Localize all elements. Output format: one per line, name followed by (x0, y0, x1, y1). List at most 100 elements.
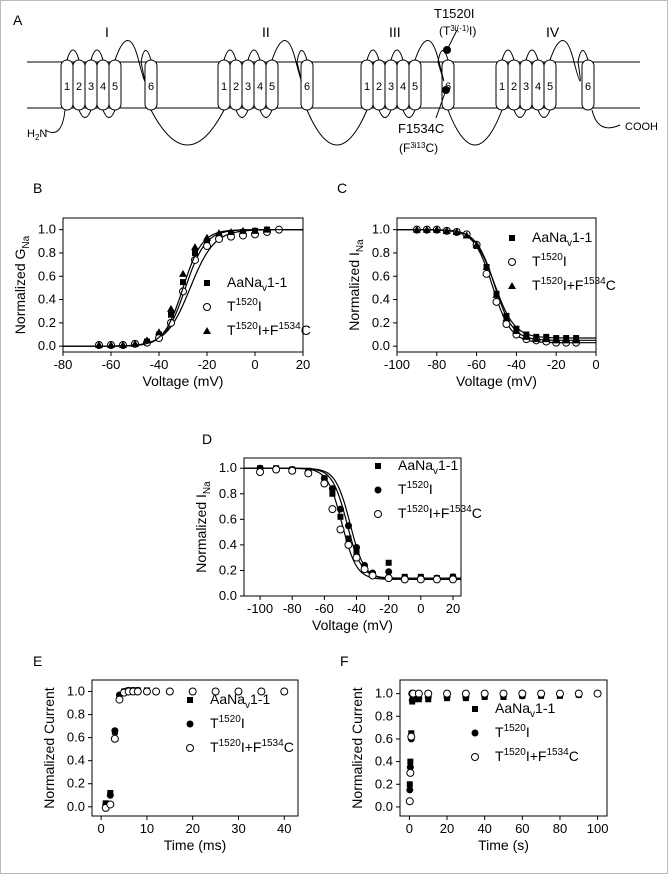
legend-label-1: T1520I (532, 252, 567, 269)
linker-loop (235, 109, 249, 118)
x-tick-label: 0 (417, 601, 424, 616)
x-tick-label: -40 (347, 601, 366, 616)
mutation-t1520i-pointer (446, 29, 458, 51)
plot-frame (399, 679, 608, 817)
data-point-s2 (502, 314, 511, 322)
y-tick-label: 0.6 (67, 730, 85, 745)
x-tick-label: 20 (296, 357, 310, 372)
panel-a-topology: A 123456123456123456123456 I II III IV H… (13, 6, 658, 155)
legend-marker-0 (509, 235, 515, 241)
y-tick-label: 0.8 (38, 245, 56, 260)
x-tick-label: -40 (507, 357, 526, 372)
data-point-s2 (211, 687, 220, 696)
legend-marker-1 (203, 303, 211, 311)
data-point-s2 (424, 689, 433, 698)
data-point-s2 (572, 336, 581, 344)
x-tick-label: 20 (446, 601, 460, 616)
data-point-s2 (188, 687, 197, 696)
data-point-s2 (107, 341, 115, 349)
data-point-s2 (251, 226, 259, 234)
x-axis-label: Time (ms) (164, 837, 226, 853)
pore-loop-d2 (271, 40, 308, 82)
y-tick-label: 0.4 (38, 292, 56, 307)
x-axis-label: Voltage (mV) (312, 617, 393, 633)
segment-label: 5 (412, 81, 418, 93)
y-tick-label: 0.4 (372, 292, 390, 307)
data-point-s1 (344, 522, 352, 530)
linker-loop (366, 49, 380, 61)
segment-label: 4 (400, 81, 406, 93)
x-tick-label: 30 (231, 821, 245, 836)
segment-label: 3 (245, 81, 251, 93)
data-point-s2 (574, 689, 583, 698)
segment-label: 3 (523, 81, 529, 93)
legend-marker-2 (374, 510, 382, 518)
legend-marker-1 (186, 720, 194, 728)
data-point-s2 (472, 240, 481, 248)
data-point-s2 (110, 734, 119, 743)
fit-curve-2 (63, 229, 303, 347)
mutation-t1520i-code: (T3i(-1)I) (439, 24, 476, 38)
chart-d: -100 -80 -60 -40 -20 0 20 0.0 0.2 0.4 0.6 0.8 1.0 Vol… (193, 457, 482, 633)
y-tick-label: 0.6 (219, 511, 237, 526)
legend-label-1: T1520I (210, 714, 245, 731)
data-point-s2 (522, 332, 531, 340)
x-tick-label: 60 (515, 821, 529, 836)
linker-loop (402, 109, 416, 118)
y-tick-label: 0.2 (372, 315, 390, 330)
x-tick-label: -80 (283, 601, 302, 616)
data-point-s2 (328, 505, 337, 514)
data-point-s2 (227, 227, 235, 235)
domain-label-ii: II (262, 24, 270, 40)
y-axis-label: Normalized INa (346, 239, 366, 331)
data-point-s2 (406, 768, 415, 777)
y-tick-label: 1.0 (375, 686, 393, 701)
legend-label-0: AaNav1-1 (227, 274, 287, 294)
legend-label-1: T1520I (227, 297, 262, 314)
data-point-s2 (165, 687, 174, 696)
data-point-s0 (204, 238, 210, 245)
segment-label: 5 (112, 81, 118, 93)
legend-label-2: T1520I+F1534C (398, 504, 482, 521)
data-point-s1 (215, 234, 223, 243)
x-tick-label: -40 (150, 357, 169, 372)
y-tick-label: 0.4 (219, 537, 237, 552)
data-point-s0 (192, 249, 198, 256)
y-tick-label: 0.8 (219, 486, 237, 501)
x-tick-label: 0 (251, 357, 258, 372)
data-point-s2 (537, 689, 546, 698)
legend-marker-1 (374, 486, 382, 494)
plot-frame (396, 217, 597, 353)
legend-marker-0 (472, 706, 478, 712)
data-point-s2 (336, 525, 345, 534)
data-point-s1 (482, 269, 491, 278)
legend-label-0: AaNav1-1 (532, 229, 592, 249)
linker-loop (537, 109, 551, 118)
segment-label: 4 (535, 81, 541, 93)
plot-frame (91, 679, 299, 817)
data-point-s2 (131, 339, 139, 347)
segment-label: 2 (233, 81, 239, 93)
data-point-s1 (353, 543, 361, 551)
data-point-s2 (412, 225, 421, 233)
panel-letter-b: B (33, 180, 42, 196)
data-point-s2 (448, 575, 457, 584)
data-point-s1 (106, 791, 114, 799)
y-tick-label: 0.6 (38, 268, 56, 283)
legend-label-2: T1520I+F1534C (495, 747, 579, 764)
legend-marker-0 (187, 697, 193, 703)
x-tick-label: -80 (427, 357, 446, 372)
segment-label: 1 (499, 81, 505, 93)
legend-marker-0 (375, 463, 381, 469)
y-tick-label: 0.0 (38, 338, 56, 353)
data-point-s0 (385, 559, 392, 566)
x-tick-label: -60 (315, 601, 334, 616)
interdomain-loop-3 (447, 109, 503, 146)
x-tick-label: 40 (277, 821, 291, 836)
data-point-s2 (115, 695, 124, 704)
segment-label: 5 (269, 81, 275, 93)
data-point-s2 (492, 290, 501, 298)
mutation-f1534c-code: (F3i13C) (399, 141, 438, 155)
linker-loop (78, 109, 92, 118)
